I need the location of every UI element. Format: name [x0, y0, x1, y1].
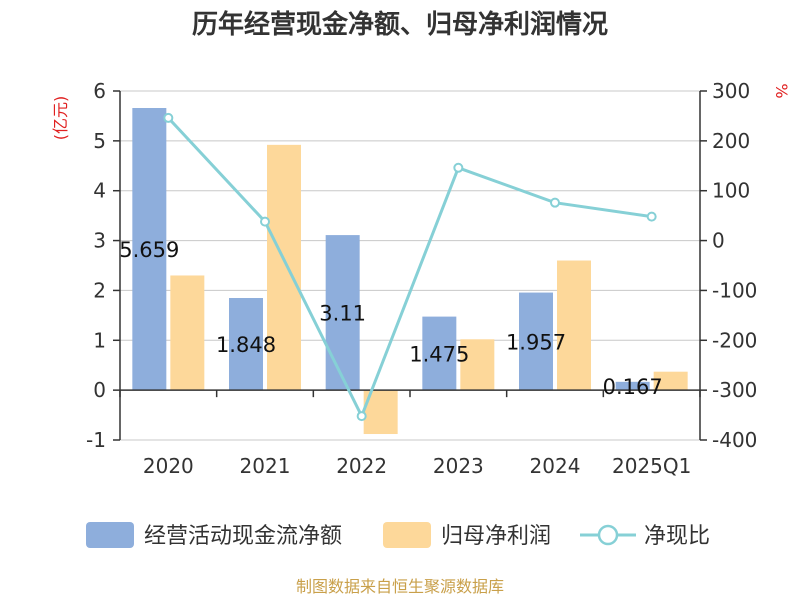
category-label: 2023 — [433, 454, 484, 478]
cashflow-data-label: 0.167 — [603, 375, 663, 399]
cashflow-bar — [519, 292, 553, 391]
category-label: 2024 — [530, 454, 581, 478]
net-profit-bar — [267, 144, 301, 391]
ratio-point — [550, 197, 560, 208]
legend-swatch — [383, 522, 431, 548]
right-tick-label: 0 — [712, 229, 725, 253]
legend-swatch — [86, 522, 134, 548]
net-profit-bar — [653, 371, 688, 391]
cashflow-data-label: 3.11 — [319, 302, 366, 326]
left-tick-label: -1 — [86, 428, 106, 452]
axes: -1 0 1 2 3 4 5 6 -400 -300 -200 -100 0 100 200 300 2020 2… — [86, 79, 757, 478]
left-tick-label: 0 — [93, 378, 106, 402]
bars — [132, 108, 688, 435]
cashflow-data-label: 1.475 — [409, 342, 469, 366]
right-tick-label: 300 — [712, 79, 750, 103]
right-tick-label: -100 — [712, 278, 757, 302]
legend-label: 归母净利润 — [441, 524, 551, 549]
left-tick-label: 5 — [93, 129, 106, 153]
right-tick-label: -400 — [712, 428, 757, 452]
category-label: 2020 — [143, 454, 194, 478]
ratio-point — [356, 411, 367, 422]
chart-title: 历年经营现金净额、归母净利润情况 — [192, 9, 608, 40]
right-tick-label: -300 — [712, 378, 757, 402]
net-profit-bar — [170, 275, 205, 391]
cashflow-bar — [325, 235, 360, 391]
ratio-line — [163, 112, 657, 422]
cashflow-data-label: 5.659 — [119, 238, 179, 262]
right-tick-label: 200 — [712, 129, 750, 153]
net-profit-bar — [460, 339, 495, 391]
right-tick-label: -200 — [712, 328, 757, 352]
ratio-point — [646, 211, 657, 222]
left-tick-label: 4 — [93, 179, 106, 203]
net-profit-bar — [557, 260, 591, 391]
left-tick-label: 6 — [93, 79, 106, 103]
category-label: 2025Q1 — [612, 454, 691, 478]
ratio-point — [163, 112, 174, 123]
legend: 经营活动现金流净额 归母净利润 净现比 — [86, 522, 710, 549]
cashflow-bar — [422, 316, 457, 391]
left-tick-label: 2 — [93, 278, 106, 302]
ratio-series-line — [167, 116, 652, 420]
legend-marker — [597, 524, 619, 546]
cashflow-data-label: 1.957 — [506, 330, 566, 354]
left-tick-label: 3 — [93, 229, 106, 253]
right-axis-unit: % — [772, 83, 791, 98]
ratio-point — [260, 216, 270, 227]
cashflow-bar — [615, 381, 650, 391]
left-axis-unit: (亿元) — [51, 96, 70, 141]
ratio-point — [453, 162, 464, 173]
data-labels: 5.659 1.848 3.11 1.475 1.957 0.167 — [119, 238, 662, 399]
cashflow-bar — [132, 108, 167, 391]
cashflow-data-label: 1.848 — [216, 333, 276, 357]
legend-label: 经营活动现金流净额 — [144, 524, 342, 549]
category-label: 2022 — [336, 454, 387, 478]
cashflow-bar — [229, 298, 263, 391]
right-tick-label: 100 — [712, 179, 750, 203]
category-label: 2021 — [240, 454, 291, 478]
source-note: 制图数据来自恒生聚源数据库 — [296, 577, 504, 596]
legend-label: 净现比 — [644, 524, 710, 549]
left-tick-label: 1 — [93, 328, 106, 352]
